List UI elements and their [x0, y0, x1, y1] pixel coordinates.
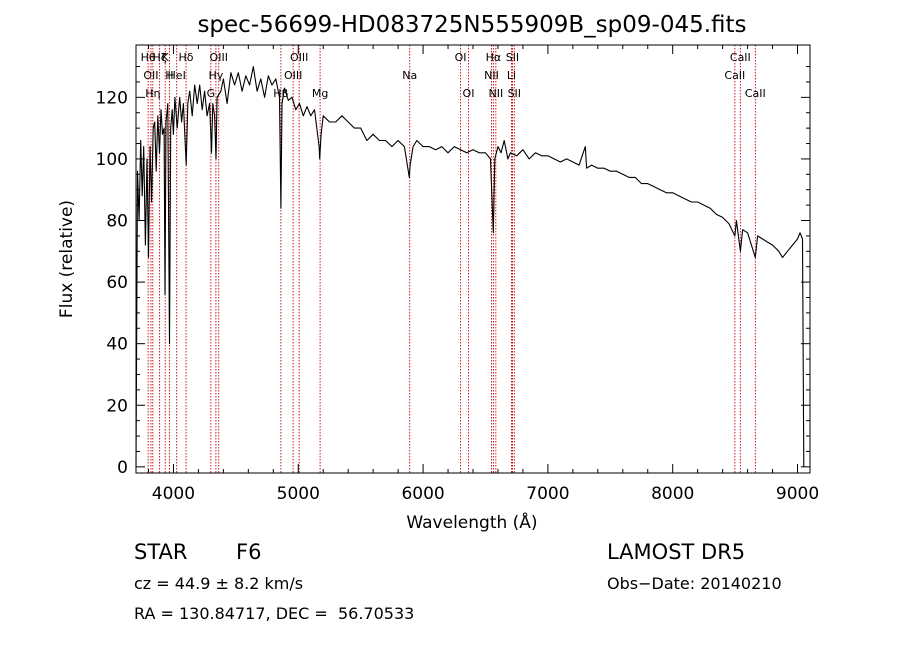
sky-coordinates: RA = 130.84717, DEC = 56.70533 — [134, 604, 415, 623]
y-tick-label: 20 — [106, 396, 128, 416]
line-label: OIII — [284, 69, 302, 82]
line-label: OII — [143, 69, 158, 82]
line-label: Li — [507, 69, 516, 82]
line-label: OI — [463, 87, 475, 100]
spectrum-series-line — [135, 66, 805, 467]
line-label: OIII — [210, 51, 228, 64]
line-label: CaII — [745, 87, 766, 100]
x-tick-label: 5000 — [277, 484, 320, 504]
line-label: H — [165, 69, 173, 82]
object-subclass: F6 — [236, 540, 262, 564]
line-label: SII — [508, 87, 521, 100]
y-tick-label: 100 — [96, 150, 128, 170]
x-axis: 4000 5000 6000 7000 8000 9000 — [147, 45, 819, 504]
line-label: HeI — [168, 69, 186, 82]
y-tick-label: 80 — [106, 212, 128, 232]
y-axis: 0 20 40 60 80 100 120 — [96, 66, 810, 478]
line-label: Hα — [486, 51, 502, 64]
line-label: Hγ — [208, 69, 223, 82]
line-label: NII — [488, 87, 503, 100]
line-label: CaII — [724, 69, 745, 82]
x-axis-label: Wavelength (Å) — [406, 511, 537, 533]
spectrum-chart: spec-56699-HD083725N555909B_sp09-045.fit… — [57, 12, 819, 533]
line-label: OIII — [290, 51, 308, 64]
line-label: SII — [506, 51, 519, 64]
x-tick-label: 8000 — [651, 484, 694, 504]
survey-name: LAMOST DR5 — [607, 540, 746, 564]
y-tick-label: 40 — [106, 335, 128, 355]
object-class: STAR — [134, 540, 188, 564]
spectral-line-labels: HθOIIHηHζKHHeIHδGHγOIIIHβOIIIOIIIMgNaOIO… — [141, 51, 766, 100]
y-tick-label: 120 — [96, 88, 128, 108]
y-axis-label: Flux (relative) — [57, 200, 77, 318]
line-label: Hθ — [141, 51, 156, 64]
x-tick-label: 9000 — [776, 484, 819, 504]
line-label: Hη — [145, 87, 160, 100]
y-tick-label: 60 — [106, 273, 128, 293]
line-label: Hζ — [152, 51, 166, 64]
line-label: Mg — [312, 87, 328, 100]
x-tick-label: 7000 — [526, 484, 569, 504]
line-label: K — [162, 51, 170, 64]
line-label: Na — [402, 69, 417, 82]
line-label: NII — [484, 69, 499, 82]
observation-date: Obs−Date: 20140210 — [607, 574, 782, 593]
y-tick-label: 0 — [117, 458, 128, 478]
x-tick-label: 4000 — [152, 484, 195, 504]
chart-title: spec-56699-HD083725N555909B_sp09-045.fit… — [197, 12, 746, 38]
spectral-line-markers — [147, 45, 756, 473]
x-tick-label: 6000 — [401, 484, 444, 504]
line-label: OI — [455, 51, 467, 64]
plot-frame — [135, 44, 811, 474]
line-label: G — [207, 87, 216, 100]
line-label: Hδ — [179, 51, 194, 64]
line-label: CaII — [730, 51, 751, 64]
redshift-velocity: cz = 44.9 ± 8.2 km/s — [134, 574, 304, 593]
